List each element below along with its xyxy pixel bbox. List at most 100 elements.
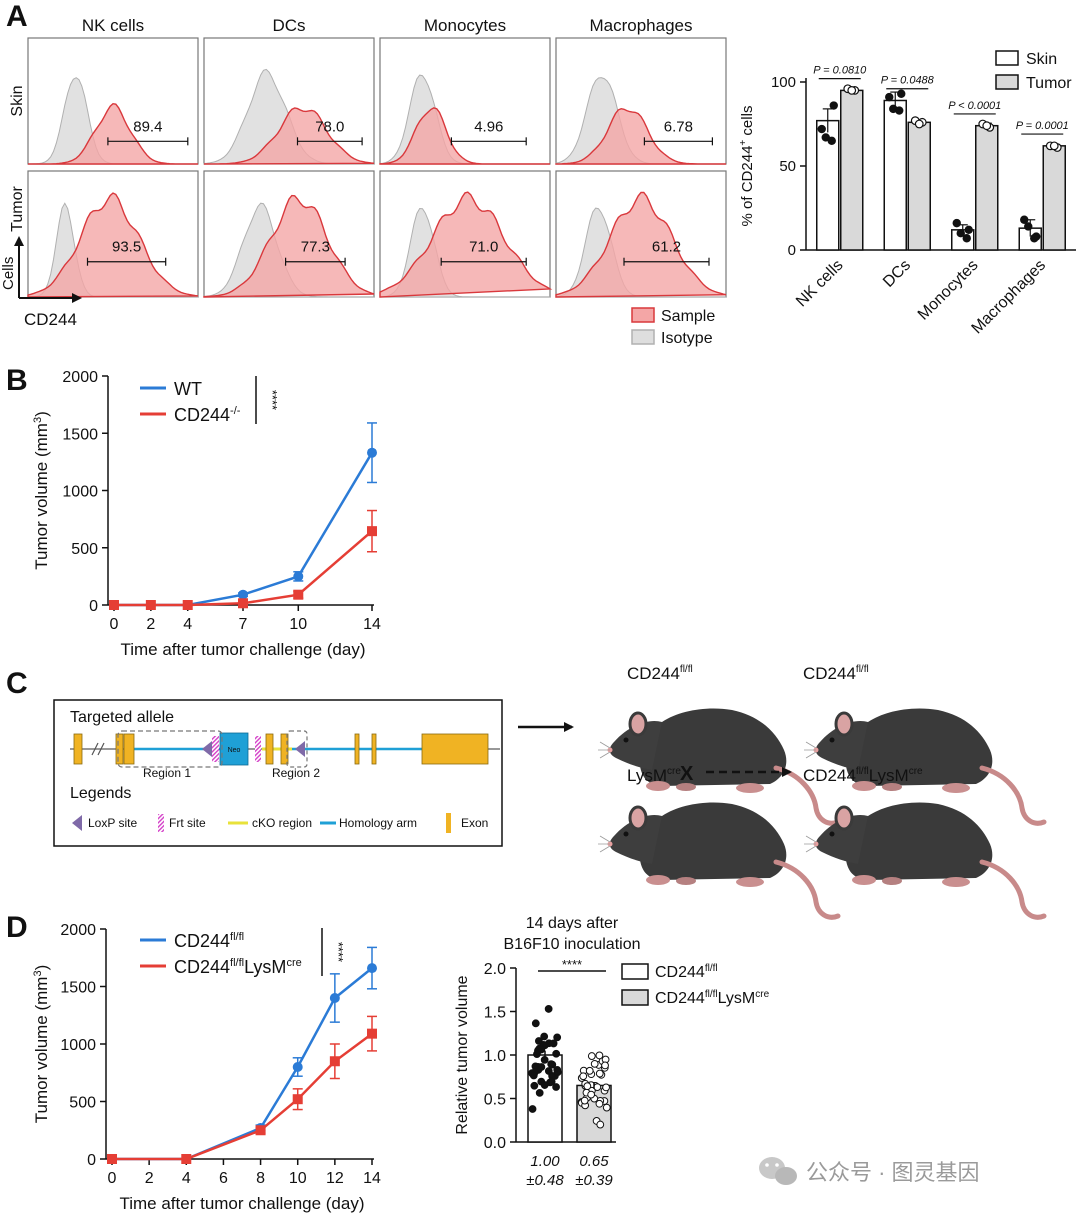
sample-histogram [555,107,726,165]
data-point-skin [952,218,961,228]
watermark: 公众号 · 图灵基因 [759,1157,980,1185]
legend-swatch-2 [621,989,649,1006]
loxp-site [202,741,212,757]
panel-b-line-chart: 0 500 1000 1500 2000 0 2 4 7 10 14 Tumor volume (mm… [32,369,381,659]
legend-text: CD244 [655,964,705,981]
data-point [535,1088,544,1097]
legend-isotype: Isotype [661,330,713,347]
data-point [585,1066,594,1075]
neo-cassette [219,732,249,766]
data-point-skin [956,229,965,238]
x-tick-label: 6 [219,1170,228,1187]
y-tick-label: 2000 [60,922,96,939]
mouse-cd244flfl-left: CD244fl/fl [598,664,838,823]
mouse-label: CD244 [627,664,680,683]
legend-label: CD244-/- [174,405,241,425]
data-point-skin [829,101,838,110]
panel-d-bar-chart: 0.0 0.5 1.0 1.5 2.0 Relative tumor volume 14 d… [454,915,770,1189]
y-label-sup: 3 [32,417,44,423]
neo-label: Neo [228,747,241,754]
mouse-cd244flfl-right: CD244fl/fl [803,664,1044,823]
x-tick-label: 12 [326,1170,344,1187]
data-point-tumor [914,119,924,129]
p-value: P < 0.0001 [948,100,1001,112]
legend-text: CD244 [174,931,230,951]
y-label-sup: 3 [32,970,44,976]
y-axis-label: % of CD244+ cells [738,106,756,227]
exon [280,733,289,765]
legend-label-1: CD244fl/fl [655,963,718,981]
legend-swatch-skin [995,50,1019,66]
exon [371,733,377,765]
targeted-allele-title: Targeted allele [70,709,174,726]
region-1-box [117,730,223,768]
gate-percentage: 4.96 [474,118,503,135]
data-point-skin [1024,222,1033,231]
x-tick-label: 14 [363,1170,381,1187]
data-point [181,1154,192,1164]
histogram-grid: 89.4 78.0 4.96 6.78 93.5 77.3 71.0 61.2 NK cells… [9,16,727,298]
histogram-cell: 71.0 [379,170,553,298]
y-tick-label: 1000 [62,484,98,501]
y-tick-label: 0 [89,598,98,615]
x-tick-label: 8 [256,1170,265,1187]
gate-percentage: 61.2 [652,239,681,256]
sample-histogram [555,191,727,298]
column-header: Monocytes [424,16,506,35]
y-label-text: Tumor volume (mm [32,977,51,1124]
y-label-sup: + [738,140,749,146]
break-mark [91,742,105,756]
data-point [528,1105,537,1113]
y-tick-label: 50 [779,158,796,175]
mouse-icon [598,803,838,918]
data-point-skin [964,225,973,235]
data-point-tumor [847,85,857,95]
legend-swatch-tumor [995,74,1019,90]
data-point [530,1081,539,1090]
bar-tumor [975,124,999,251]
legend-swatch-1 [621,963,649,980]
targeted-allele-box: Targeted allele Neo Region 1 Region 2 Le… [53,699,503,847]
loxp-site [295,741,305,757]
legend-loxp: LoxP site [88,816,137,830]
data-point [238,598,248,609]
data-point-skin [817,124,826,134]
data-point [553,1068,562,1076]
data-point [529,1071,538,1080]
gate-percentage: 77.3 [301,239,330,256]
y-tick-label: 1.0 [484,1048,506,1065]
y-label-text: Tumor volume (mm [32,423,51,570]
sample-histogram [379,191,553,298]
legend-sup: fl/fl [230,931,244,943]
histogram-cell: 4.96 [379,37,551,165]
exon [421,733,489,765]
data-point [292,1094,303,1105]
legend-tumor: Tumor [1026,75,1072,92]
data-point-skin [962,234,971,243]
y-tick-label: 1500 [62,426,98,443]
legend-label: CD244fl/flLysMcre [174,957,302,977]
significance-stars: **** [331,942,346,962]
data-point-skin [1030,234,1039,243]
exon [354,733,360,765]
cd244-bar-chart: 0 50 100 % of CD244+ cells P = 0.0810 NK cell… [738,50,1076,337]
svg-text:CD244fl/fl: CD244fl/fl [803,664,869,683]
legend-exon-icon [446,813,451,833]
data-point [537,1063,546,1071]
x-tick-label: Monocytes [915,257,982,324]
legend-text: CD244 [655,990,705,1007]
legend-label: CD244fl/fl [174,931,244,951]
data-point-skin [827,136,836,145]
mouse-label: LysM [627,766,667,785]
x-axis-label: Time after tumor challenge (day) [119,1194,364,1213]
exon [73,733,83,765]
gate-percentage: 89.4 [133,118,162,135]
data-point [145,600,156,610]
y-label-text: ) [32,411,51,417]
data-point-skin [895,106,904,115]
legend-text: LysM [718,990,756,1007]
data-point [367,963,377,974]
legend-frt: Frt site [169,816,206,830]
legend-frt-icon [158,814,164,832]
data-point [595,1099,604,1108]
